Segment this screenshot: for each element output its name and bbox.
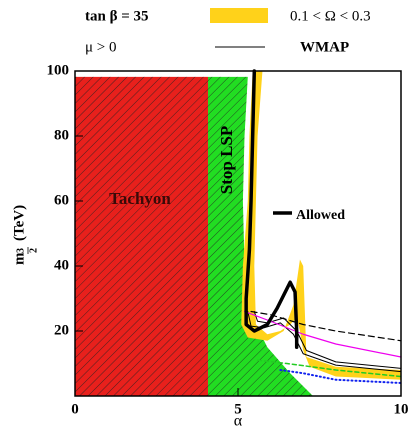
- header-mu: μ > 0: [85, 39, 117, 55]
- band-layer: [241, 71, 401, 380]
- y-label-sub-num: 3: [15, 248, 26, 253]
- curve: [250, 310, 402, 342]
- y-tick-label: 40: [54, 257, 69, 273]
- y-tick-label: 20: [54, 322, 69, 338]
- y-tick-label: 60: [54, 192, 69, 208]
- y-label-sub-den: 2: [28, 248, 39, 253]
- x-tick-label: 10: [394, 401, 409, 417]
- regions: [75, 76, 313, 396]
- curve: [243, 310, 402, 358]
- lines: [243, 69, 402, 384]
- region-label: Stop LSP: [217, 126, 236, 195]
- legend-band-swatch: [210, 8, 268, 23]
- header-tan-beta: tan β = 35: [85, 8, 149, 24]
- curve: [279, 369, 402, 384]
- ticks: 0 5 10 20 40 60 80 100: [47, 62, 409, 417]
- curve: [244, 69, 299, 349]
- y-label-unit: (TeV): [11, 205, 27, 241]
- region-hatch: [208, 76, 313, 396]
- y-axis-label: m 3 2 (TeV): [11, 205, 39, 265]
- region-label: Tachyon: [109, 189, 171, 208]
- legend-allowed-label: Allowed: [296, 208, 345, 223]
- x-tick-label: 5: [234, 401, 242, 417]
- curve: [256, 359, 402, 378]
- omega-band: [241, 71, 401, 380]
- curve: [247, 311, 402, 373]
- curve: [253, 311, 402, 369]
- legend-band-label: 0.1 < Ω < 0.3: [290, 8, 371, 24]
- y-tick-label: 80: [54, 127, 69, 143]
- y-tick-label: 100: [47, 62, 70, 78]
- region-hatch: [75, 76, 209, 396]
- legend-wmap-label: WMAP: [300, 39, 349, 55]
- x-tick-label: 0: [71, 401, 79, 417]
- x-axis-label: α: [234, 413, 243, 430]
- y-label-symbol: m: [11, 252, 27, 265]
